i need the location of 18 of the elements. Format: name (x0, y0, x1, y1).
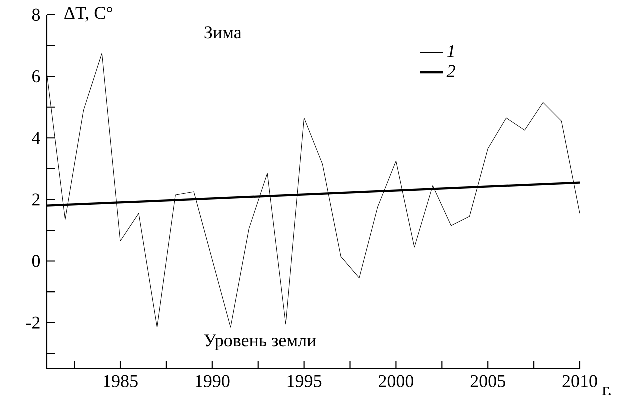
chart-title: Зима (204, 26, 242, 39)
x-axis-title: г. (602, 387, 611, 396)
y-tick-label: 8 (32, 8, 40, 22)
y-tick-label: 6 (32, 70, 40, 83)
annotation: Уровень земли (204, 334, 316, 350)
y-tick-label: 2 (32, 194, 40, 206)
y-axis-title: ΔT, C° (64, 7, 112, 22)
y-tick-label: -2 (26, 316, 40, 329)
legend-label: 1 (447, 45, 454, 58)
x-tick-label: 2005 (470, 375, 506, 388)
x-tick-label: 1995 (288, 375, 322, 388)
legend-label: 2 (446, 65, 456, 78)
x-tick-label: 2010 (562, 375, 598, 388)
y-tick-label: 4 (32, 132, 40, 144)
y-tick-label: 0 (32, 255, 40, 268)
x-tick-label: 1985 (104, 375, 138, 388)
x-tick-label: 1990 (196, 375, 230, 388)
x-tick-label: 2000 (379, 375, 414, 388)
